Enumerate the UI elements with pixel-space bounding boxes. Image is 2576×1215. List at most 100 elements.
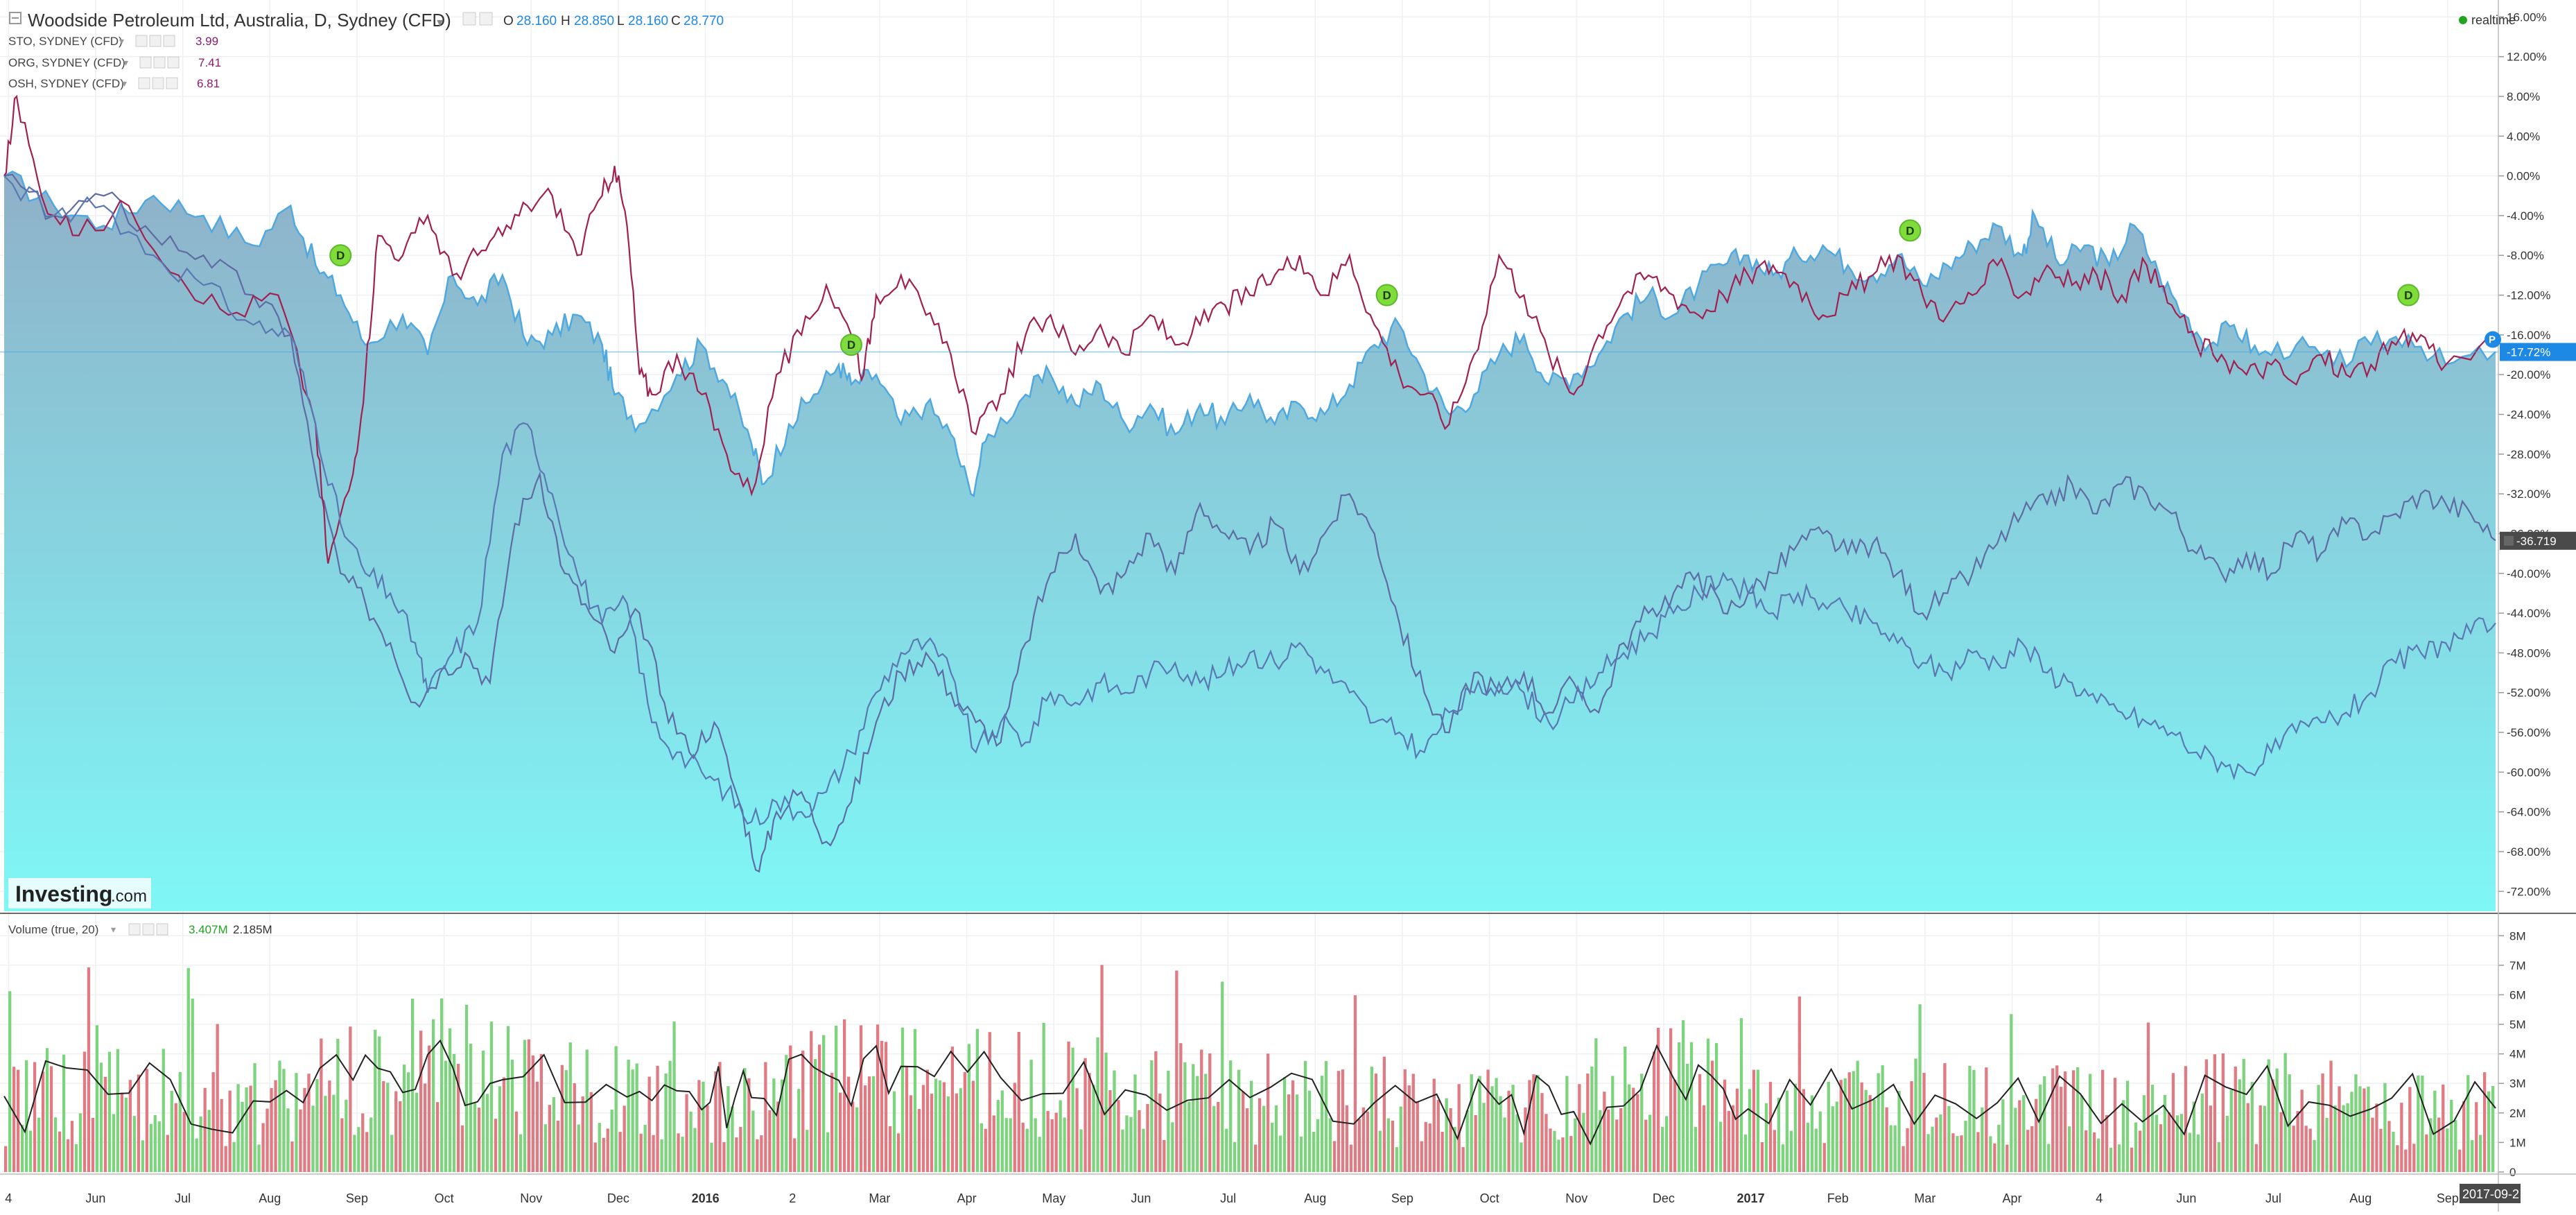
volume-y-tick-label: 7M — [2509, 959, 2526, 972]
volume-bar — [1718, 1121, 1723, 1172]
org-settings-icon[interactable] — [139, 56, 152, 69]
volume-bar — [1349, 1144, 1353, 1172]
dividend-icon[interactable]: D — [329, 244, 352, 267]
sto-hide-icon[interactable] — [149, 35, 162, 47]
dividend-icon[interactable]: D — [1899, 219, 1922, 242]
chart-title[interactable]: Woodside Petroleum Ltd, Australia, D, Sy… — [28, 10, 451, 31]
volume-bar — [1694, 1127, 1698, 1172]
volume-y-tick-label: 8M — [2509, 929, 2526, 942]
settings-icon[interactable] — [462, 12, 476, 26]
y-tick-label: -44.00% — [2507, 607, 2550, 620]
x-tick-label: 2016 — [692, 1191, 720, 1205]
volume-bar — [2159, 1124, 2163, 1172]
volume-bar — [681, 1137, 684, 1172]
volume-bar — [1221, 981, 1224, 1172]
volume-bar — [1054, 1112, 1058, 1172]
volume-bar — [216, 1024, 219, 1172]
volume-bar — [1399, 1106, 1402, 1172]
p-marker-icon[interactable] — [2484, 331, 2501, 348]
dividend-icon[interactable]: D — [2397, 284, 2420, 307]
volume-bar — [880, 1041, 884, 1172]
volume-bar — [1200, 1049, 1203, 1172]
volume-bar — [1777, 1097, 1781, 1172]
volume-bar — [1121, 1129, 1124, 1172]
volume-bar — [120, 1092, 124, 1172]
collapse-icon[interactable] — [9, 12, 21, 24]
volume-bar — [652, 1135, 655, 1172]
volume-bar — [577, 1124, 580, 1172]
volume-remove-icon[interactable] — [156, 923, 168, 936]
x-tick-label: Dec — [607, 1191, 629, 1205]
volume-bar — [170, 1091, 173, 1172]
volume-bar — [365, 1132, 369, 1172]
legend-org[interactable]: ORG, SYDNEY (CFD) ▾ 7.41 — [8, 56, 221, 69]
volume-bar — [1303, 1060, 1307, 1172]
dividend-label: D — [336, 249, 345, 262]
volume-bar — [781, 1079, 784, 1172]
last-date-badge: 2017-09-2 — [2460, 1184, 2521, 1203]
volume-bar — [1960, 1135, 1963, 1172]
volume-bar — [278, 1060, 281, 1172]
legend-org-name: ORG, SYDNEY (CFD) — [8, 56, 125, 69]
legend-sto[interactable]: STO, SYDNEY (CFD) ▾ 3.99 — [8, 35, 218, 48]
volume-bar — [835, 1026, 838, 1172]
volume-bar — [1013, 1083, 1016, 1172]
volume-bar — [2400, 1103, 2403, 1172]
org-remove-icon[interactable] — [167, 56, 180, 69]
volume-bar — [531, 1055, 535, 1172]
y-tick-label: -24.00% — [2507, 408, 2550, 422]
format-icon[interactable] — [479, 12, 493, 26]
volume-bar — [1267, 1053, 1270, 1172]
volume-bar — [2105, 1114, 2109, 1172]
title-dropdown-icon[interactable]: ▾ — [437, 15, 443, 29]
volume-bar — [1320, 1076, 1324, 1172]
volume-bar — [2080, 1095, 2084, 1172]
volume-bar — [1025, 1128, 1029, 1172]
volume-bar — [1586, 1074, 1590, 1172]
volume-bar — [539, 1053, 543, 1172]
volume-bar — [950, 1046, 955, 1172]
x-tick-label: Apr — [957, 1191, 977, 1205]
volume-bar — [2350, 1092, 2353, 1172]
dividend-icon[interactable]: D — [839, 334, 862, 356]
volume-bar — [506, 1026, 510, 1172]
volume-bar — [78, 1113, 82, 1172]
volume-bar — [1465, 1110, 1469, 1172]
dividend-icon[interactable]: D — [1375, 284, 1398, 307]
volume-bar — [1814, 1128, 1818, 1172]
add-icon[interactable] — [2504, 535, 2514, 546]
volume-legend[interactable]: Volume (true, 20) ▾ 3.407M 2.185M — [8, 923, 272, 936]
volume-bar — [2005, 1144, 2009, 1172]
sto-settings-icon[interactable] — [135, 35, 148, 47]
volume-bar — [1557, 1139, 1560, 1172]
y-tick-label: 12.00% — [2507, 51, 2547, 64]
volume-bar — [797, 1089, 801, 1172]
volume-bar — [1370, 1067, 1374, 1172]
volume-hide-icon[interactable] — [142, 923, 155, 936]
legend-osh[interactable]: OSH, SYDNEY (CFD) ▾ 6.81 — [8, 77, 220, 90]
volume-bar — [2085, 1130, 2088, 1172]
volume-bar — [87, 967, 91, 1172]
volume-bar — [2068, 1126, 2071, 1172]
volume-bar — [1918, 1004, 1922, 1172]
volume-bar — [1752, 1069, 1756, 1172]
osh-hide-icon[interactable] — [152, 77, 164, 89]
volume-bar — [2014, 1108, 2017, 1172]
volume-bar — [2113, 1078, 2117, 1172]
volume-bar — [793, 1138, 797, 1172]
volume-settings-icon[interactable] — [128, 923, 141, 936]
volume-bar — [602, 1137, 605, 1172]
org-hide-icon[interactable] — [153, 56, 166, 69]
volume-bar — [1490, 1086, 1494, 1172]
osh-settings-icon[interactable] — [138, 77, 150, 89]
investing-logo: Investing .com — [8, 878, 151, 908]
volume-bar — [311, 1105, 315, 1172]
volume-bar — [810, 1031, 813, 1172]
sto-remove-icon[interactable] — [163, 35, 175, 47]
volume-bar — [1818, 1111, 1822, 1172]
volume-bar — [2417, 1075, 2420, 1172]
volume-bar — [1229, 1060, 1233, 1172]
volume-bar — [394, 1091, 398, 1172]
osh-remove-icon[interactable] — [166, 77, 178, 89]
